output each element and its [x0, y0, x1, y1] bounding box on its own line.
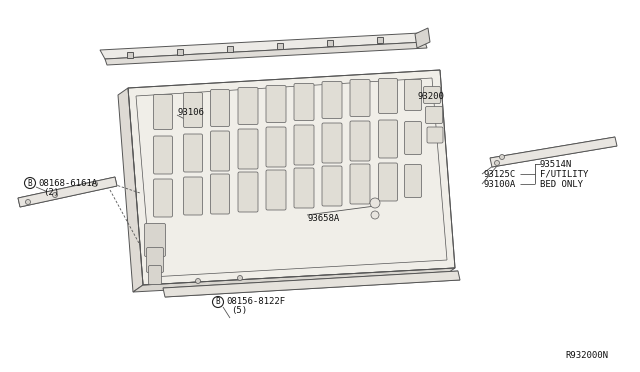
FancyBboxPatch shape: [424, 87, 440, 103]
FancyBboxPatch shape: [322, 81, 342, 119]
FancyBboxPatch shape: [404, 80, 422, 110]
Text: F/UTILITY: F/UTILITY: [540, 170, 588, 179]
FancyBboxPatch shape: [322, 166, 342, 206]
Circle shape: [495, 160, 499, 166]
FancyBboxPatch shape: [184, 93, 202, 128]
Circle shape: [93, 182, 97, 186]
FancyBboxPatch shape: [350, 121, 370, 161]
FancyBboxPatch shape: [211, 131, 230, 171]
FancyBboxPatch shape: [350, 164, 370, 204]
FancyBboxPatch shape: [378, 163, 397, 201]
FancyBboxPatch shape: [184, 134, 202, 172]
Polygon shape: [100, 33, 425, 59]
Polygon shape: [18, 177, 117, 207]
Text: 93106: 93106: [178, 108, 205, 116]
Circle shape: [26, 199, 31, 205]
Circle shape: [237, 276, 243, 280]
FancyBboxPatch shape: [294, 125, 314, 165]
Circle shape: [370, 198, 380, 208]
FancyBboxPatch shape: [294, 168, 314, 208]
FancyBboxPatch shape: [350, 80, 370, 116]
FancyBboxPatch shape: [154, 94, 173, 129]
Text: R932000N: R932000N: [565, 350, 608, 359]
Text: 93125C: 93125C: [484, 170, 516, 179]
FancyBboxPatch shape: [322, 123, 342, 163]
FancyBboxPatch shape: [238, 172, 258, 212]
Circle shape: [195, 279, 200, 283]
Polygon shape: [133, 268, 455, 292]
Circle shape: [371, 211, 379, 219]
Circle shape: [499, 154, 504, 160]
Text: (5): (5): [231, 307, 247, 315]
FancyBboxPatch shape: [378, 78, 397, 113]
FancyBboxPatch shape: [211, 174, 230, 214]
Text: (2): (2): [43, 187, 59, 196]
Polygon shape: [163, 271, 460, 297]
FancyBboxPatch shape: [238, 129, 258, 169]
FancyBboxPatch shape: [154, 179, 173, 217]
Text: 08168-6161A: 08168-6161A: [38, 179, 97, 187]
Polygon shape: [415, 28, 430, 48]
Circle shape: [52, 192, 58, 198]
Text: 08156-8122F: 08156-8122F: [226, 298, 285, 307]
FancyBboxPatch shape: [404, 122, 422, 154]
Text: B: B: [216, 298, 220, 307]
Polygon shape: [177, 49, 183, 55]
FancyBboxPatch shape: [211, 90, 230, 126]
FancyBboxPatch shape: [378, 120, 397, 158]
FancyBboxPatch shape: [184, 177, 202, 215]
Polygon shape: [127, 52, 133, 58]
Polygon shape: [105, 42, 427, 65]
FancyBboxPatch shape: [266, 86, 286, 122]
Polygon shape: [118, 88, 143, 292]
FancyBboxPatch shape: [154, 136, 173, 174]
FancyBboxPatch shape: [404, 164, 422, 198]
FancyBboxPatch shape: [294, 83, 314, 121]
Polygon shape: [327, 40, 333, 46]
Polygon shape: [277, 43, 283, 49]
Text: BED ONLY: BED ONLY: [540, 180, 583, 189]
FancyBboxPatch shape: [148, 266, 161, 285]
Polygon shape: [128, 70, 455, 285]
FancyBboxPatch shape: [426, 106, 442, 124]
Text: B: B: [28, 179, 32, 187]
Text: 93514N: 93514N: [540, 160, 572, 169]
Text: 93200: 93200: [418, 92, 445, 100]
FancyBboxPatch shape: [266, 127, 286, 167]
FancyBboxPatch shape: [238, 87, 258, 125]
Text: 93658A: 93658A: [308, 214, 340, 222]
Polygon shape: [490, 137, 617, 167]
FancyBboxPatch shape: [145, 224, 166, 257]
FancyBboxPatch shape: [266, 170, 286, 210]
Polygon shape: [377, 37, 383, 43]
FancyBboxPatch shape: [427, 127, 443, 143]
Text: 93100A: 93100A: [484, 180, 516, 189]
Polygon shape: [227, 46, 233, 52]
FancyBboxPatch shape: [147, 247, 163, 273]
